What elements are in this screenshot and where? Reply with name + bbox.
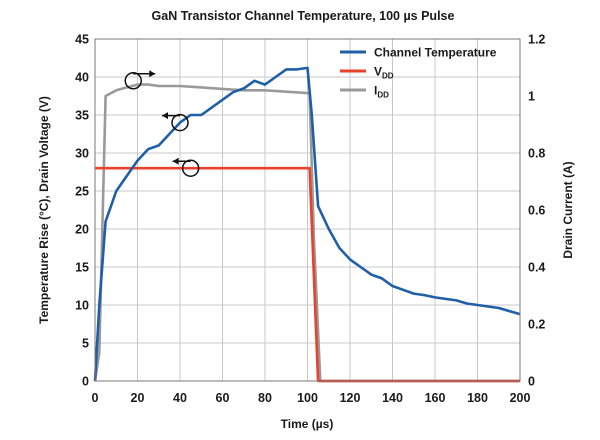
- x-tick-label: 140: [382, 391, 403, 405]
- y-right-axis-ticks: 0 0.2 0.4 0.6 0.8 1 1.2: [528, 33, 545, 389]
- chart-title: GaN Transistor Channel Temperature, 100 …: [152, 9, 455, 23]
- annotation-markers: [124, 70, 200, 177]
- x-tick-label: 100: [297, 391, 318, 405]
- channel-temperature-line: [93, 66, 521, 382]
- y-right-axis-label: Drain Current (A): [561, 161, 575, 258]
- x-tick-label: 160: [425, 391, 446, 405]
- x-axis-label: Time (µs): [281, 417, 334, 431]
- marker-circle: [181, 159, 200, 177]
- marker-arrow-head: [162, 112, 168, 120]
- y-right-tick-label: 1.2: [528, 33, 545, 47]
- y-right-tick-label: 1: [528, 90, 535, 104]
- x-axis-ticks: 0 20 40 60 80 100 120 140 160 180 200: [92, 391, 531, 405]
- y-left-tick-label: 5: [82, 337, 89, 351]
- x-tick-label: 120: [340, 391, 361, 405]
- y-right-tick-label: 0.4: [528, 261, 545, 275]
- y-left-tick-label: 45: [75, 33, 89, 47]
- x-tick-label: 80: [258, 391, 272, 405]
- y-left-tick-label: 0: [82, 375, 89, 389]
- x-tick-label: 0: [92, 391, 99, 405]
- y-right-tick-label: 0: [528, 375, 535, 389]
- y-left-tick-label: 30: [75, 147, 89, 161]
- y-left-tick-label: 10: [75, 299, 89, 313]
- legend-label: VDD: [374, 65, 394, 81]
- x-tick-label: 60: [216, 391, 230, 405]
- y-right-tick-label: 0.6: [528, 204, 545, 218]
- x-tick-label: 20: [131, 391, 145, 405]
- marker-arrow-head: [149, 70, 156, 78]
- marker-circle: [171, 113, 189, 132]
- y-left-tick-label: 20: [75, 223, 89, 237]
- legend: Channel Temperature VDD IDD: [340, 46, 497, 100]
- vdd-axis-marker: [172, 157, 200, 177]
- marker-circle: [124, 72, 142, 90]
- x-tick-label: 40: [173, 391, 187, 405]
- legend-item: IDD: [340, 84, 389, 100]
- y-left-tick-label: 40: [75, 71, 89, 85]
- y-left-tick-label: 35: [75, 109, 89, 123]
- grid: [95, 39, 520, 381]
- plot-frame: [94, 38, 521, 382]
- y-left-tick-label: 15: [75, 261, 89, 275]
- y-right-tick-label: 0.8: [528, 147, 545, 161]
- y-right-tick-label: 0.2: [528, 318, 545, 332]
- marker-arrow-head: [172, 157, 179, 165]
- legend-label: Channel Temperature: [374, 46, 497, 60]
- legend-item: Channel Temperature: [340, 46, 497, 60]
- idd-axis-marker: [124, 70, 156, 90]
- y-left-tick-label: 25: [75, 185, 89, 199]
- legend-label: IDD: [374, 84, 389, 100]
- legend-item: VDD: [340, 65, 394, 81]
- y-left-axis-ticks: 0 5 10 15 20 25 30 35 40 45: [75, 33, 89, 389]
- x-tick-label: 180: [467, 391, 488, 405]
- x-tick-label: 200: [510, 391, 531, 405]
- temperature-axis-marker: [162, 112, 189, 132]
- y-left-axis-label: Temperature Rise (°C), Drain Voltage (V): [37, 96, 51, 324]
